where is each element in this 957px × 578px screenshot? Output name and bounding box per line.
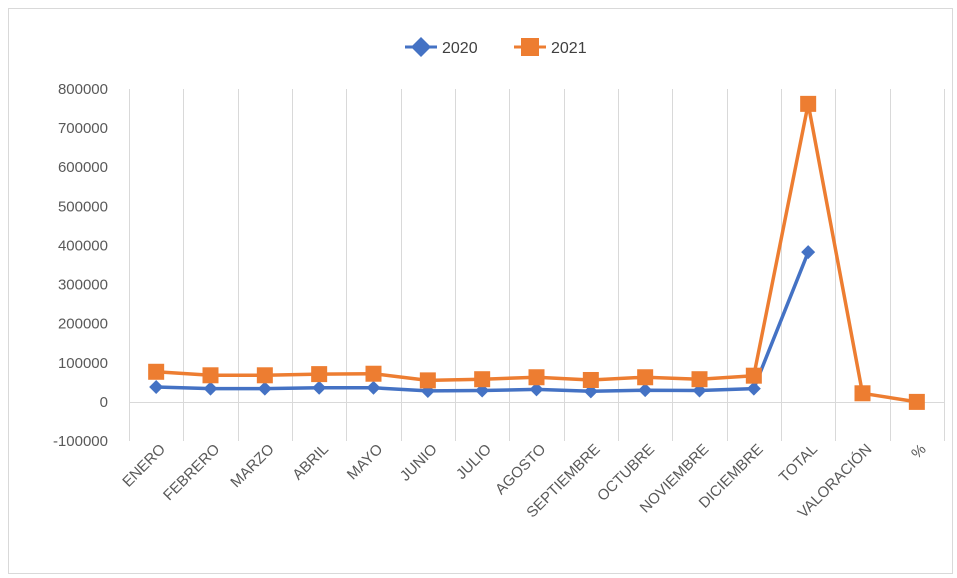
y-tick-label: 600000 [58, 159, 108, 176]
gridlines [129, 89, 945, 441]
data-point-2021 [365, 365, 382, 382]
x-tick-label: MAYO [344, 441, 386, 483]
x-tick-label: AGOSTO [492, 441, 549, 498]
data-point-2020 [149, 380, 164, 395]
x-tick-label: MARZO [227, 441, 277, 491]
data-point-2021 [637, 369, 654, 386]
legend-item-2021: 2021 [514, 38, 587, 57]
data-point-2021 [474, 371, 491, 388]
series-line-2020 [156, 251, 810, 394]
x-tick-label: FEBRERO [160, 441, 223, 504]
y-tick-label: 100000 [58, 355, 108, 372]
data-point-2021 [908, 393, 925, 410]
legend-label-2020: 2020 [442, 40, 478, 57]
y-tick-label: 800000 [58, 81, 108, 98]
data-point-2021 [745, 367, 762, 384]
y-tick-label: 700000 [58, 120, 108, 137]
y-tick-label: -100000 [53, 433, 108, 450]
data-point-2020 [366, 380, 381, 395]
data-point-2021 [800, 95, 817, 112]
y-tick-label: 300000 [58, 277, 108, 294]
legend-label-2021: 2021 [551, 40, 587, 57]
data-point-2021 [528, 369, 545, 386]
series-2021 [148, 95, 925, 410]
y-tick-label: 200000 [58, 316, 108, 333]
chart-area [8, 8, 953, 574]
series [148, 95, 925, 410]
data-point-2021 [582, 371, 599, 388]
series-2020 [149, 245, 816, 399]
y-tick-label: 500000 [58, 198, 108, 215]
data-point-2020 [203, 381, 218, 396]
x-tick-label: JUNIO [397, 441, 441, 485]
legend: 2020 2021 [405, 37, 587, 57]
legend-marker-2021 [521, 38, 539, 56]
data-point-2020 [801, 245, 816, 260]
x-tick-label: TOTAL [776, 441, 821, 486]
legend-marker-2020 [411, 37, 431, 57]
data-point-2021 [311, 366, 328, 383]
data-point-2020 [529, 382, 544, 397]
data-point-2021 [691, 371, 708, 388]
data-point-2021 [202, 367, 219, 384]
data-point-2020 [312, 380, 327, 395]
data-point-2020 [257, 381, 272, 396]
data-point-2021 [419, 372, 436, 389]
x-tick-label: JULIO [453, 441, 495, 483]
data-point-2021 [854, 385, 871, 402]
data-point-2020 [746, 381, 761, 396]
data-point-2020 [638, 383, 653, 398]
data-point-2021 [148, 363, 165, 380]
legend-item-2020: 2020 [405, 37, 478, 57]
y-tick-label: 0 [100, 394, 108, 411]
x-tick-label: % [908, 441, 929, 462]
y-tick-label: 400000 [58, 237, 108, 254]
data-point-2021 [256, 367, 273, 384]
axes: -100000 0 100000 200000 300000 400000 500000 60… [53, 81, 944, 522]
x-tick-label: ABRIL [289, 441, 332, 484]
x-tick-label: ENERO [119, 441, 169, 491]
